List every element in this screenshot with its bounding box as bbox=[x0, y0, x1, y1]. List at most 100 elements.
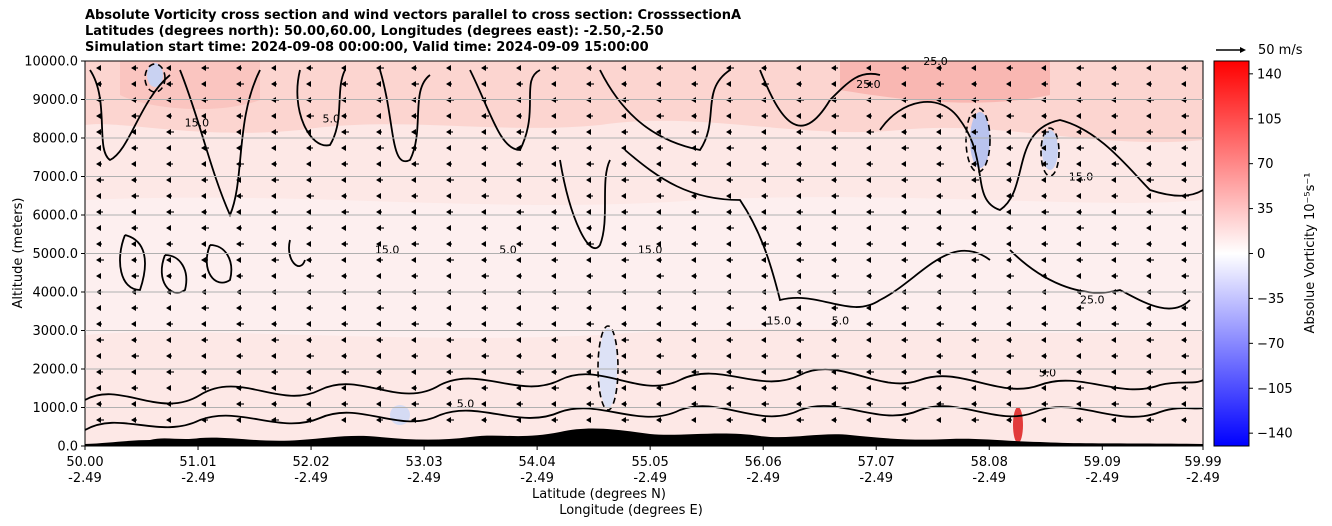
wind-vector bbox=[131, 241, 136, 247]
wind-vector bbox=[901, 113, 906, 119]
wind-vector bbox=[1181, 209, 1186, 215]
wind-vector bbox=[656, 305, 663, 311]
wind-vector bbox=[796, 241, 802, 247]
wind-vector bbox=[586, 193, 593, 199]
wind-vector bbox=[691, 401, 698, 407]
wind-vector bbox=[901, 81, 906, 87]
wind-vector bbox=[236, 65, 242, 71]
wind-vector bbox=[131, 145, 138, 151]
contour-label: 5.0 bbox=[832, 315, 850, 328]
wind-vector bbox=[411, 241, 419, 247]
wind-vector bbox=[691, 353, 697, 359]
wind-vector bbox=[866, 241, 873, 247]
wind-vector bbox=[306, 81, 311, 87]
wind-vector bbox=[866, 161, 873, 167]
wind-vector bbox=[971, 257, 979, 263]
wind-vector bbox=[96, 305, 101, 311]
colorbar-tick-label: 140 bbox=[1257, 67, 1282, 82]
wind-vector bbox=[656, 385, 663, 391]
wind-vector bbox=[796, 177, 804, 183]
wind-vector bbox=[1111, 305, 1117, 311]
x-tick-label-lat: 58.08 bbox=[971, 455, 1008, 470]
wind-vector bbox=[96, 129, 103, 135]
wind-vector bbox=[971, 113, 976, 119]
wind-vector bbox=[936, 209, 941, 215]
wind-vector bbox=[166, 177, 171, 183]
contour-label: 15.0 bbox=[638, 244, 663, 257]
x-tick-label-lat: 50.00 bbox=[66, 455, 103, 470]
wind-vector bbox=[411, 65, 417, 71]
wind-vector bbox=[201, 113, 206, 119]
wind-vector bbox=[516, 369, 524, 375]
wind-vector bbox=[936, 401, 944, 407]
negative-spot bbox=[599, 328, 617, 408]
wind-vector bbox=[516, 129, 524, 135]
wind-vector bbox=[131, 209, 136, 215]
wind-vector bbox=[376, 273, 381, 279]
wind-vector bbox=[691, 369, 699, 375]
wind-vector bbox=[656, 369, 661, 375]
wind-vector bbox=[761, 65, 767, 71]
wind-vector bbox=[831, 369, 836, 375]
x-tick-label-lat: 59.09 bbox=[1084, 455, 1121, 470]
wind-vector bbox=[236, 225, 242, 231]
wind-vector bbox=[481, 353, 489, 359]
wind-vector bbox=[761, 113, 768, 119]
wind-vector bbox=[376, 385, 384, 391]
wind-vector bbox=[516, 177, 521, 183]
wind-vector bbox=[131, 81, 136, 87]
wind-vector bbox=[936, 81, 944, 87]
wind-vector bbox=[411, 417, 416, 423]
wind-vector bbox=[691, 209, 699, 215]
wind-vector bbox=[691, 273, 697, 279]
wind-vector bbox=[761, 401, 769, 407]
wind-vector bbox=[866, 321, 873, 327]
wind-vector bbox=[1146, 401, 1152, 407]
wind-vector bbox=[1006, 161, 1011, 167]
wind-vector bbox=[831, 145, 838, 151]
wind-vector bbox=[236, 113, 243, 119]
wind-vector bbox=[586, 113, 593, 119]
wind-vector bbox=[971, 369, 978, 375]
wind-vector bbox=[796, 417, 804, 423]
wind-vector bbox=[516, 305, 521, 311]
wind-vector bbox=[1111, 337, 1116, 343]
wind-vector bbox=[971, 305, 976, 311]
wind-vector bbox=[376, 113, 381, 119]
wind-vector bbox=[96, 385, 101, 391]
wind-vector bbox=[516, 81, 523, 87]
wind-vector bbox=[516, 209, 524, 215]
wind-vector bbox=[761, 145, 767, 151]
wind-vector bbox=[621, 81, 627, 87]
wind-vector bbox=[551, 209, 557, 215]
wind-vector bbox=[761, 353, 768, 359]
wind-vector bbox=[446, 417, 454, 423]
wind-vector bbox=[656, 353, 664, 359]
wind-vector bbox=[831, 273, 839, 279]
wind-vector bbox=[866, 81, 873, 87]
wind-vector bbox=[691, 161, 698, 167]
wind-vector bbox=[796, 65, 801, 71]
contour-lines bbox=[85, 69, 1203, 431]
wind-vector bbox=[586, 225, 592, 231]
wind-vector bbox=[271, 145, 276, 151]
wind-vector bbox=[1146, 129, 1153, 135]
wind-vector bbox=[831, 401, 836, 407]
wind-vector bbox=[306, 273, 314, 279]
colorbar-gradient bbox=[1213, 60, 1250, 447]
wind-vector bbox=[1146, 321, 1152, 327]
wind-vector bbox=[1111, 145, 1117, 151]
wind-vector bbox=[96, 321, 102, 327]
wind-vector bbox=[1146, 209, 1153, 215]
wind-vector bbox=[656, 417, 662, 423]
jet-vorticity-patch bbox=[840, 61, 1050, 103]
wind-vector bbox=[1041, 81, 1048, 87]
wind-vector bbox=[551, 145, 559, 151]
wind-vector bbox=[1041, 353, 1047, 359]
wind-vector bbox=[726, 161, 731, 167]
wind-vector bbox=[446, 161, 452, 167]
wind-vector bbox=[1181, 225, 1188, 231]
y-axis-ticks: 0.0 1000.0 2000.0 3000.0 4000.0 5000.0 6000.0 7… bbox=[24, 55, 85, 455]
wind-vector bbox=[1111, 113, 1118, 119]
wind-vector bbox=[1041, 385, 1046, 391]
